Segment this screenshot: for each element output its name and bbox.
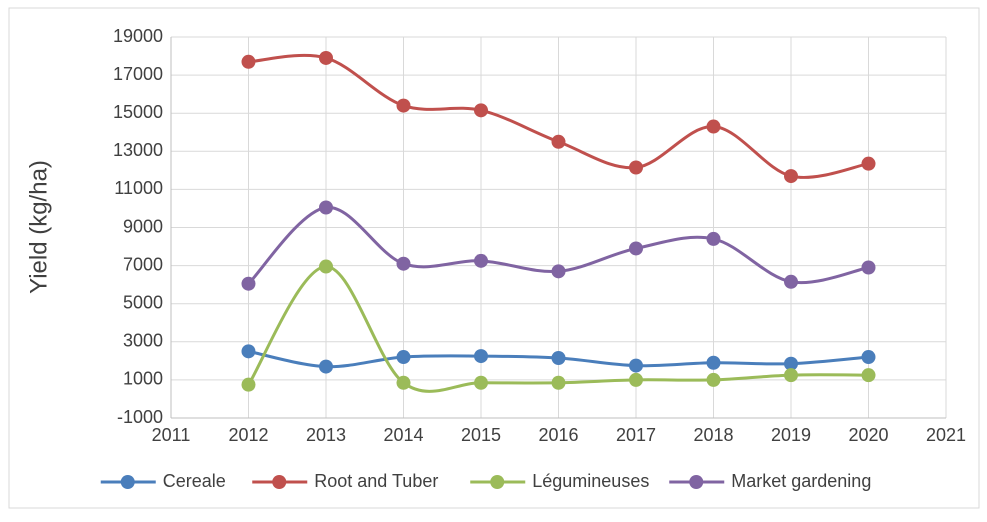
y-tick-label: 13000 <box>113 140 163 160</box>
legend-marker <box>272 475 287 489</box>
x-tick-label: 2020 <box>848 425 888 445</box>
data-point <box>629 372 643 387</box>
y-tick-label: 15000 <box>113 102 163 122</box>
data-point <box>241 377 256 392</box>
y-tick-label: 5000 <box>123 292 163 312</box>
legend-label: Légumineuses <box>532 471 649 491</box>
y-tick-label: -1000 <box>117 407 163 427</box>
data-point <box>861 350 876 365</box>
data-point <box>784 368 798 383</box>
data-point <box>396 375 411 390</box>
x-tick-label: 2014 <box>383 425 423 445</box>
data-point <box>474 103 488 118</box>
data-point <box>474 253 488 268</box>
data-point <box>784 356 798 371</box>
legend-marker <box>689 475 704 489</box>
data-point <box>551 134 566 149</box>
y-tick-label: 19000 <box>113 26 163 46</box>
y-tick-label: 3000 <box>123 331 163 351</box>
legend-marker <box>120 475 135 489</box>
data-point <box>629 160 643 175</box>
data-point <box>241 344 256 359</box>
y-tick-label: 11000 <box>114 178 163 198</box>
data-point <box>551 375 566 390</box>
data-point <box>474 375 488 390</box>
legend-label: Market gardening <box>731 471 871 491</box>
y-axis-label: Yield (kg/ha) <box>25 160 52 294</box>
data-point <box>319 359 333 374</box>
y-tick-label: 1000 <box>123 369 163 389</box>
y-tick-label: 9000 <box>123 216 163 236</box>
data-point <box>551 350 566 365</box>
data-point <box>319 50 333 65</box>
data-point <box>241 276 256 291</box>
data-point <box>706 119 721 134</box>
data-point <box>319 200 333 215</box>
data-point <box>706 372 721 387</box>
data-point <box>784 274 798 289</box>
x-tick-label: 2015 <box>461 425 501 445</box>
data-point <box>319 259 333 274</box>
data-point <box>474 349 488 364</box>
data-point <box>396 256 411 271</box>
data-point <box>861 260 876 275</box>
x-tick-label: 2019 <box>771 425 811 445</box>
data-point <box>706 355 721 370</box>
y-tick-label: 7000 <box>123 254 163 274</box>
x-tick-label: 2012 <box>228 425 268 445</box>
x-tick-label: 2013 <box>306 425 346 445</box>
legend-label: Root and Tuber <box>314 471 438 491</box>
y-tick-label: 17000 <box>113 64 163 84</box>
data-point <box>629 358 643 373</box>
data-point <box>784 169 798 184</box>
data-point <box>241 54 256 69</box>
data-point <box>861 156 876 171</box>
x-tick-label: 2018 <box>693 425 733 445</box>
data-point <box>551 264 566 279</box>
legend-label: Cereale <box>163 471 226 491</box>
data-point <box>861 368 876 383</box>
legend-marker <box>490 475 505 489</box>
x-tick-label: 2021 <box>926 425 966 445</box>
data-point <box>396 98 411 113</box>
x-tick-label: 2011 <box>152 425 191 445</box>
x-tick-label: 2017 <box>616 425 656 445</box>
data-point <box>706 231 721 246</box>
data-point <box>396 350 411 365</box>
x-tick-label: 2016 <box>538 425 578 445</box>
data-point <box>629 241 643 256</box>
